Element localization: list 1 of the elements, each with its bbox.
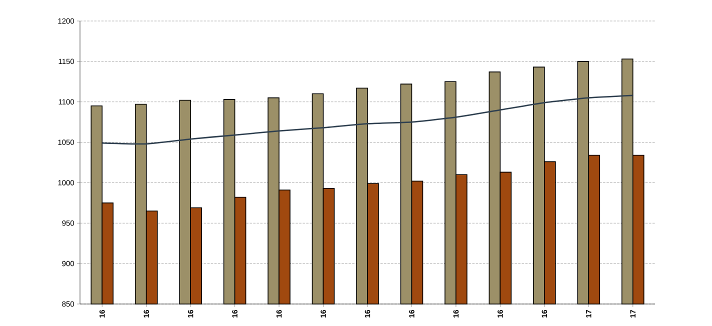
line-series xyxy=(101,94,634,145)
